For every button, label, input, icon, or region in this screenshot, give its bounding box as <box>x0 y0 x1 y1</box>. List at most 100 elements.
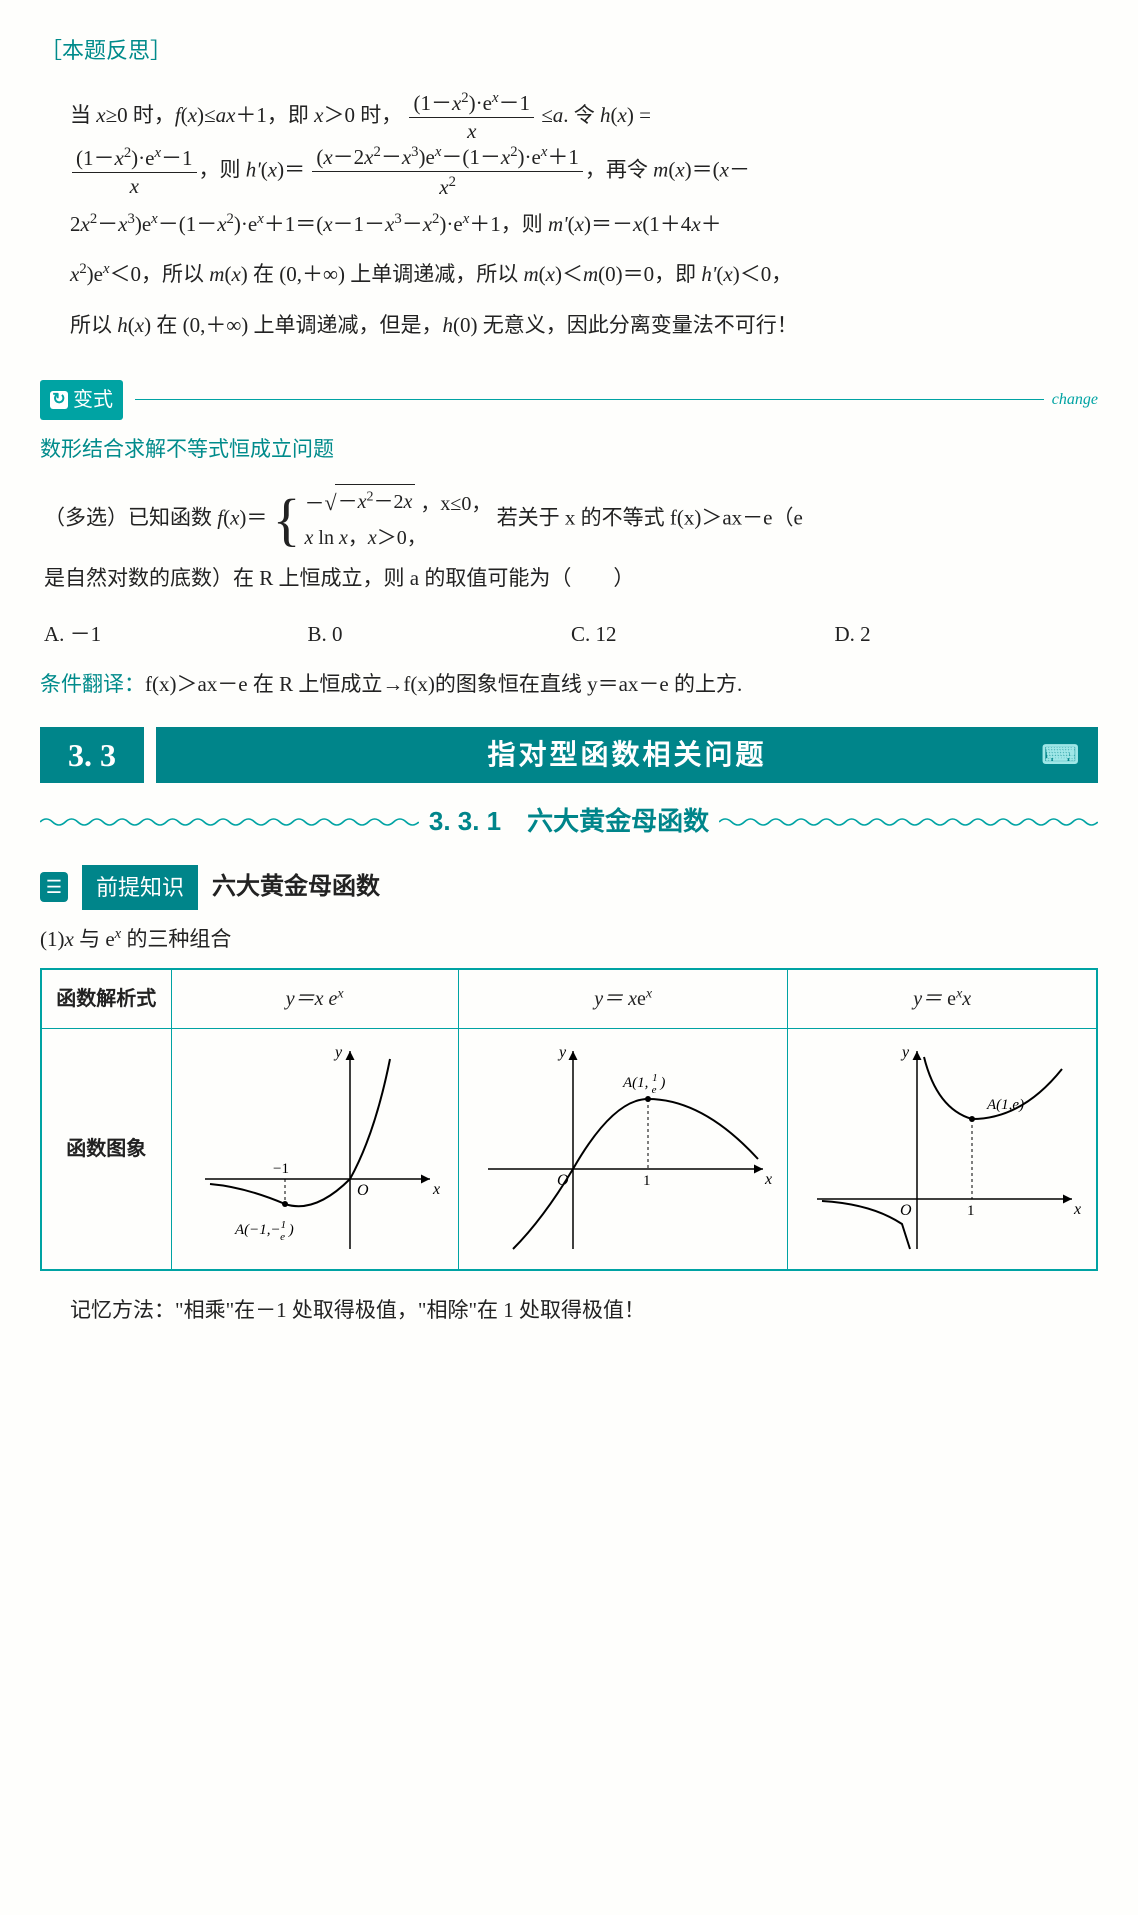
text: x <box>337 987 343 1002</box>
divider-line <box>135 399 1044 400</box>
variation-tail: change <box>1052 385 1098 415</box>
text: x <box>646 987 652 1002</box>
text: 所以 <box>70 313 117 337</box>
text: 时， <box>128 103 175 127</box>
translate-body: f(x)＞ax－e 在 R 上恒成立→f(x)的图象恒在直线 y＝ax－e 的上… <box>145 672 742 696</box>
text: ，即 <box>267 103 314 127</box>
svg-text:1: 1 <box>967 1203 975 1219</box>
svg-text:A(−1,−1e ): A(−1,−1e ) <box>234 1219 294 1243</box>
text: （多选）已知函数 <box>44 505 217 529</box>
text: ， <box>771 262 792 286</box>
svg-text:−1: −1 <box>273 1161 289 1177</box>
variation-bar: ↻ 变式 change <box>40 380 1098 420</box>
text: x <box>962 988 971 1010</box>
svg-text:O: O <box>900 1202 912 1219</box>
row-header: 函数图象 <box>41 1029 171 1271</box>
text: 在 <box>248 262 280 286</box>
text: 2 <box>606 622 617 646</box>
text: 是自然对数的底数）在 R 上恒成立，则 a 的取值可能为（ ） <box>44 566 634 590</box>
text: ，则 <box>199 157 246 181</box>
svg-text:x: x <box>432 1181 440 1198</box>
text: 上单调递减，但是， <box>248 313 442 337</box>
text: ，x≤0， <box>420 493 491 515</box>
text: e <box>637 988 646 1010</box>
piecewise-function: { －√－x2－2x ，x≤0， x ln x，x＞0， <box>273 484 492 555</box>
svg-text:O: O <box>357 1182 369 1199</box>
svg-text:A(1,e): A(1,e) <box>986 1097 1024 1113</box>
option-b: B. 0 <box>308 615 572 655</box>
wave-left-icon <box>40 816 419 828</box>
formula-cell: y＝ exx <box>788 969 1097 1029</box>
translate-label: 条件翻译： <box>40 672 145 696</box>
text: ，则 <box>501 212 548 236</box>
graph-xex: x y O −1 A(−1,−1e ) <box>185 1039 445 1259</box>
function-table: 函数解析式 y＝x ex y＝ xex y＝ exx 函数图象 x y O −1 <box>40 968 1098 1271</box>
text: y＝x e <box>286 988 338 1010</box>
text: 的三种组合 <box>121 927 231 951</box>
combo-label: (1)x 与 ex 的三种组合 <box>40 920 1098 960</box>
problem-statement: （多选）已知函数 f(x)＝ { －√－x2－2x ，x≤0， x ln x，x… <box>40 484 1098 602</box>
variation-label: 变式 <box>73 381 113 419</box>
text: = <box>634 103 651 127</box>
graph-cell-3: x y O 1 A(1,e) <box>788 1029 1097 1271</box>
svg-text:y: y <box>557 1044 567 1061</box>
svg-text:y: y <box>900 1044 910 1061</box>
text: C. <box>571 622 596 646</box>
formula-cell: y＝x ex <box>171 969 458 1029</box>
section-number: 3. 3 <box>40 727 144 783</box>
text: 上单调递减，所以 <box>345 262 524 286</box>
section-title: 指对型函数相关问题 ⌨ <box>156 727 1098 783</box>
text: x <box>628 988 637 1010</box>
subsection-row: 3. 3. 1 六大黄金母函数 <box>40 797 1098 846</box>
math-derivation: 当 x≥0 时，f(x)≤ax＋1，即 x＞0 时， (1－x2)·ex－1x … <box>40 90 1098 366</box>
premise-text: 六大黄金母函数 <box>212 865 380 911</box>
table-row: 函数图象 x y O −1 A(−1,−1e ) x <box>41 1029 1097 1271</box>
text: ，再令 <box>585 157 653 181</box>
premise-badge: 前提知识 <box>82 865 198 911</box>
text: ，即 <box>654 262 701 286</box>
text: x ln x，x＞0， <box>305 521 492 555</box>
condition-translate: 条件翻译：f(x)＞ax－e 在 R 上恒成立→f(x)的图象恒在直线 y＝ax… <box>40 665 1098 705</box>
graph-x-over-ex: x y O 1 A(1, 1e ) <box>473 1039 773 1259</box>
subtitle: 数形结合求解不等式恒成立问题 <box>40 430 1098 470</box>
table-row: 函数解析式 y＝x ex y＝ xex y＝ exx <box>41 969 1097 1029</box>
svg-text:y: y <box>333 1044 343 1061</box>
option-a: A. －1 <box>44 615 308 655</box>
option-d: D. 2 <box>835 615 1099 655</box>
text: 若关于 x 的不等式 f(x)＞ax－e（e <box>497 505 803 529</box>
text: 在 <box>151 313 183 337</box>
graph-cell-2: x y O 1 A(1, 1e ) <box>458 1029 788 1271</box>
graph-ex-over-x: x y O 1 A(1,e) <box>802 1039 1082 1259</box>
text: 与 e <box>74 927 115 951</box>
graph-cell-1: x y O −1 A(−1,−1e ) <box>171 1029 458 1271</box>
options-row: A. －1 B. 0 C. 12 D. 2 <box>40 615 1098 655</box>
text: 1 <box>596 622 607 646</box>
section-banner: 3. 3 指对型函数相关问题 ⌨ <box>40 727 1098 783</box>
text: 指对型函数相关问题 <box>487 729 766 782</box>
subsection-title: 3. 3. 1 六大黄金母函数 <box>429 797 709 846</box>
wave-right-icon <box>719 816 1098 828</box>
compass-icon: ⌨ <box>1041 730 1082 779</box>
text: 时， <box>355 103 402 127</box>
refresh-icon: ↻ <box>50 391 68 409</box>
text: y＝ <box>913 988 942 1010</box>
memory-tip: 记忆方法："相乘"在－1 处取得极值，"相除"在 1 处取得极值！ <box>70 1291 1098 1331</box>
svg-text:1: 1 <box>643 1173 651 1189</box>
svg-text:A(1, 1e ): A(1, 1e ) <box>622 1072 665 1096</box>
text: y＝ <box>594 988 623 1010</box>
text: e <box>947 988 956 1010</box>
text: ，所以 <box>141 262 209 286</box>
list-icon: ☰ <box>40 872 68 902</box>
variation-badge: ↻ 变式 <box>40 380 123 420</box>
row-header: 函数解析式 <box>41 969 171 1029</box>
svg-text:x: x <box>764 1171 772 1188</box>
text: . 令 <box>563 103 600 127</box>
text: 无意义，因此分离变量法不可行！ <box>478 313 798 337</box>
text: (1) <box>40 927 65 951</box>
premise-row: ☰ 前提知识 六大黄金母函数 <box>40 865 1098 911</box>
reflection-header: ［本题反思］ <box>40 30 1098 72</box>
text: 当 <box>70 103 96 127</box>
svg-text:x: x <box>1073 1201 1081 1218</box>
option-c: C. 12 <box>571 615 835 655</box>
formula-cell: y＝ xex <box>458 969 788 1029</box>
